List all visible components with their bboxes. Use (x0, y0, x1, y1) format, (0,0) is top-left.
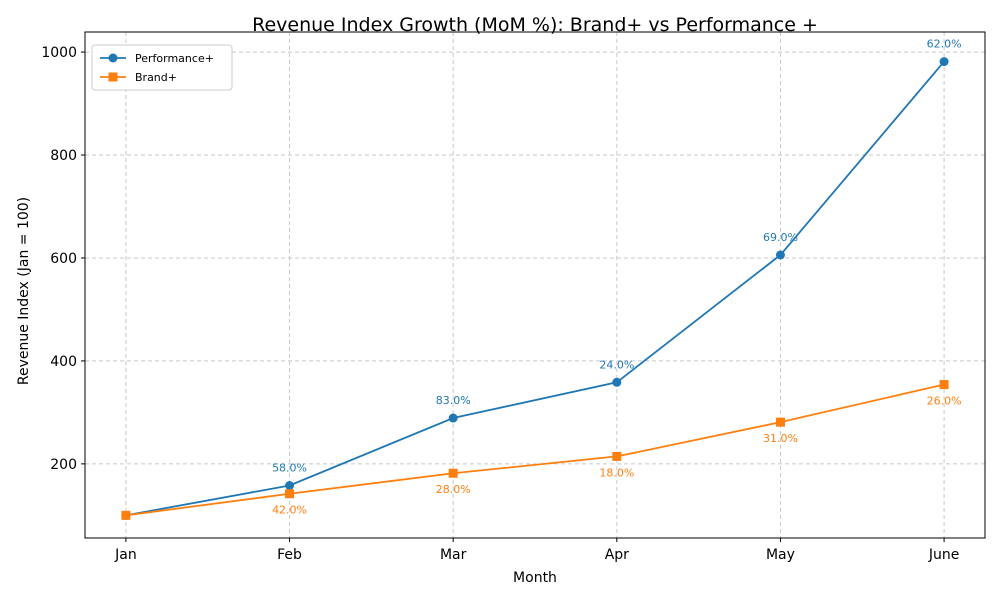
x-tick-label: Jan (114, 547, 137, 563)
y-axis-label: Revenue Index (Jan = 100) (16, 197, 32, 385)
y-tick-label: 800 (50, 148, 77, 164)
x-tick-label: Apr (605, 547, 629, 563)
data-point (612, 451, 622, 461)
data-point (612, 377, 622, 387)
data-label: 62.0% (927, 38, 962, 51)
x-tick-label: May (766, 547, 795, 563)
y-tick-label: 600 (50, 251, 77, 267)
x-axis-label: Month (513, 570, 557, 586)
data-point (285, 480, 295, 490)
chart-title: Revenue Index Growth (MoM %): Brand+ vs … (252, 14, 818, 36)
legend: Performance+ Brand+ (91, 44, 233, 91)
legend-marker (108, 72, 118, 82)
legend-label: Performance+ (135, 52, 214, 65)
data-label: 69.0% (763, 231, 798, 244)
series-line-performance (125, 61, 945, 517)
data-label: 31.0% (763, 432, 798, 445)
plot-area-frame (84, 31, 986, 539)
y-tick-label: 1000 (41, 45, 77, 61)
x-tick-label: June (928, 547, 960, 563)
data-label: 28.0% (436, 483, 471, 496)
data-point (285, 489, 295, 499)
series-line-brand (125, 383, 945, 517)
data-label: 24.0% (599, 358, 634, 371)
legend-marker (108, 53, 118, 63)
data-label: 83.0% (436, 394, 471, 407)
data-point (448, 413, 458, 423)
data-label: 26.0% (927, 395, 962, 408)
data-label: 18.0% (599, 466, 634, 479)
data-point (939, 57, 949, 67)
data-point (775, 250, 785, 260)
data-point (121, 510, 131, 520)
data-point (939, 380, 949, 390)
y-tick-label: 200 (50, 457, 77, 473)
data-point (448, 468, 458, 478)
legend-label: Brand+ (135, 71, 177, 84)
data-label: 42.0% (272, 504, 307, 517)
data-point (775, 417, 785, 427)
legend-box (91, 44, 233, 91)
x-tick-label: Feb (277, 547, 302, 563)
data-label: 58.0% (272, 461, 307, 474)
y-tick-label: 400 (50, 354, 77, 370)
x-tick-label: Mar (440, 547, 467, 563)
